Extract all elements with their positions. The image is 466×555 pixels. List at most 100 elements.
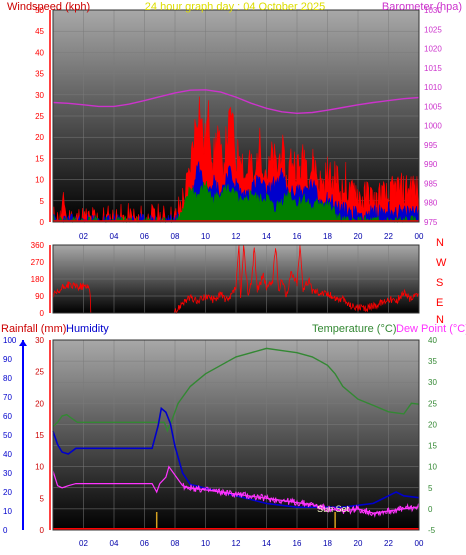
barometer-y-tick: 1015 — [424, 64, 442, 73]
wind-x-tick: 12 — [232, 232, 241, 241]
wind-y-tick: 20 — [35, 133, 44, 142]
rain-y-tick: 30 — [35, 336, 44, 345]
temperature-y-tick: 15 — [428, 442, 437, 451]
direction-y-tick: 90 — [35, 292, 44, 301]
compass-label: N — [436, 237, 444, 249]
humidity-axis-label: Humidity — [66, 323, 109, 335]
wind-x-tick: 18 — [323, 232, 332, 241]
temperature-series-group — [52, 347, 420, 530]
temperature-x-axis: 02 04 06 08 10 12 14 16 18 20 22 00 — [79, 539, 424, 548]
rain-axis: 0 5 10 15 20 25 30 — [35, 336, 51, 535]
humidity-y-tick: 50 — [3, 431, 12, 440]
wind-left-axis: 0 5 10 15 20 25 30 35 40 45 50 — [35, 6, 51, 227]
wind-y-tick: 35 — [35, 70, 44, 79]
rain-y-tick: 25 — [35, 368, 44, 377]
temperature-x-tick: 04 — [110, 539, 119, 548]
temperature-panel: Rainfall (mm) Humidity Temperature (°C) … — [1, 323, 466, 548]
wind-y-tick: 30 — [35, 91, 44, 100]
direction-y-tick: 0 — [40, 309, 45, 318]
temperature-x-tick: 02 — [79, 539, 88, 548]
temperature-x-tick: 08 — [171, 539, 180, 548]
wind-y-tick: 50 — [35, 6, 44, 15]
wind-y-tick: 25 — [35, 112, 44, 121]
temperature-x-tick: 18 — [323, 539, 332, 548]
humidity-y-tick: 40 — [3, 450, 12, 459]
compass-label: W — [436, 257, 447, 269]
wind-x-tick: 08 — [171, 232, 180, 241]
wind-series-group — [52, 89, 420, 224]
wind-y-tick: 5 — [40, 197, 45, 206]
temperature-x-tick: 20 — [354, 539, 363, 548]
rain-y-tick: 5 — [40, 494, 45, 503]
barometer-axis-label: Barometer (hpa) — [382, 1, 462, 13]
humidity-y-tick: 90 — [3, 355, 12, 364]
direction-y-tick: 270 — [31, 258, 45, 267]
temperature-y-tick: 0 — [428, 505, 433, 514]
rainfall-axis-label: Rainfall (mm) — [1, 323, 66, 335]
wind-x-tick: 02 — [79, 232, 88, 241]
barometer-y-tick: 1030 — [424, 6, 442, 15]
wind-x-tick: 16 — [293, 232, 302, 241]
temperature-x-tick: 12 — [232, 539, 241, 548]
temperature-axis-label: Temperature (°C) — [312, 323, 396, 335]
direction-grid — [53, 245, 419, 313]
wind-speed-series — [52, 96, 420, 223]
humidity-y-tick: 10 — [3, 507, 12, 516]
humidity-y-tick: 60 — [3, 412, 12, 421]
wind-x-tick: 20 — [354, 232, 363, 241]
rain-y-tick: 15 — [35, 431, 44, 440]
wind-y-tick: 45 — [35, 27, 44, 36]
barometer-right-axis: 975 980 985 990 995 1000 1005 1010 1015 1020 1025 1… — [424, 6, 442, 227]
barometer-y-tick: 1010 — [424, 83, 442, 92]
dew-point-base-series — [52, 465, 420, 514]
temperature-series — [52, 347, 420, 433]
temperature-x-tick: 22 — [384, 539, 393, 548]
dew-point-series — [182, 482, 420, 518]
compass-label: N — [436, 314, 444, 326]
wind-y-tick: 40 — [35, 48, 44, 57]
barometer-y-tick: 1005 — [424, 102, 442, 111]
sunset-label: Sun Set — [317, 504, 350, 514]
wind-y-tick: 0 — [40, 218, 45, 227]
temperature-y-tick: 35 — [428, 357, 437, 366]
rain-y-tick: 10 — [35, 463, 44, 472]
dewpoint-axis-label: Dew Point (°C) — [396, 323, 466, 335]
temperature-y-tick: 40 — [428, 336, 437, 345]
wind-y-tick: 15 — [35, 154, 44, 163]
temperature-x-tick: 10 — [201, 539, 210, 548]
humidity-y-tick: 100 — [3, 336, 17, 345]
wind-x-tick: 06 — [140, 232, 149, 241]
wind-x-tick: 04 — [110, 232, 119, 241]
temperature-x-tick: 06 — [140, 539, 149, 548]
barometer-series — [52, 89, 420, 115]
humidity-axis-arrow — [19, 340, 27, 346]
barometer-y-tick: 1000 — [424, 122, 442, 131]
compass-label: S — [436, 277, 443, 289]
direction-left-axis: 0 90 180 270 360 — [31, 241, 51, 318]
humidity-y-tick: 0 — [3, 526, 8, 535]
rain-y-tick: 20 — [35, 399, 44, 408]
humidity-y-tick: 20 — [3, 488, 12, 497]
wind-x-tick: 00 — [415, 232, 424, 241]
barometer-y-tick: 980 — [424, 199, 438, 208]
wind-x-tick: 22 — [384, 232, 393, 241]
temperature-x-tick: 14 — [262, 539, 271, 548]
barometer-y-tick: 995 — [424, 141, 438, 150]
chart-title: 24 hour graph day : 04 October 2025 — [145, 1, 325, 13]
temperature-y-tick: 5 — [428, 484, 433, 493]
barometer-y-tick: 985 — [424, 179, 438, 188]
barometer-y-tick: 975 — [424, 218, 438, 227]
temperature-y-tick: 25 — [428, 399, 437, 408]
wind-grid — [53, 10, 420, 222]
temperature-x-tick: 16 — [293, 539, 302, 548]
wind-x-axis: 02 04 06 08 10 12 14 16 18 20 22 00 — [79, 232, 424, 241]
humidity-axis: 0 10 20 30 40 50 60 70 80 90 100 — [3, 336, 27, 535]
wind-x-tick: 14 — [262, 232, 271, 241]
temperature-x-tick: 00 — [415, 539, 424, 548]
temperature-y-tick: 30 — [428, 378, 437, 387]
barometer-y-tick: 990 — [424, 160, 438, 169]
